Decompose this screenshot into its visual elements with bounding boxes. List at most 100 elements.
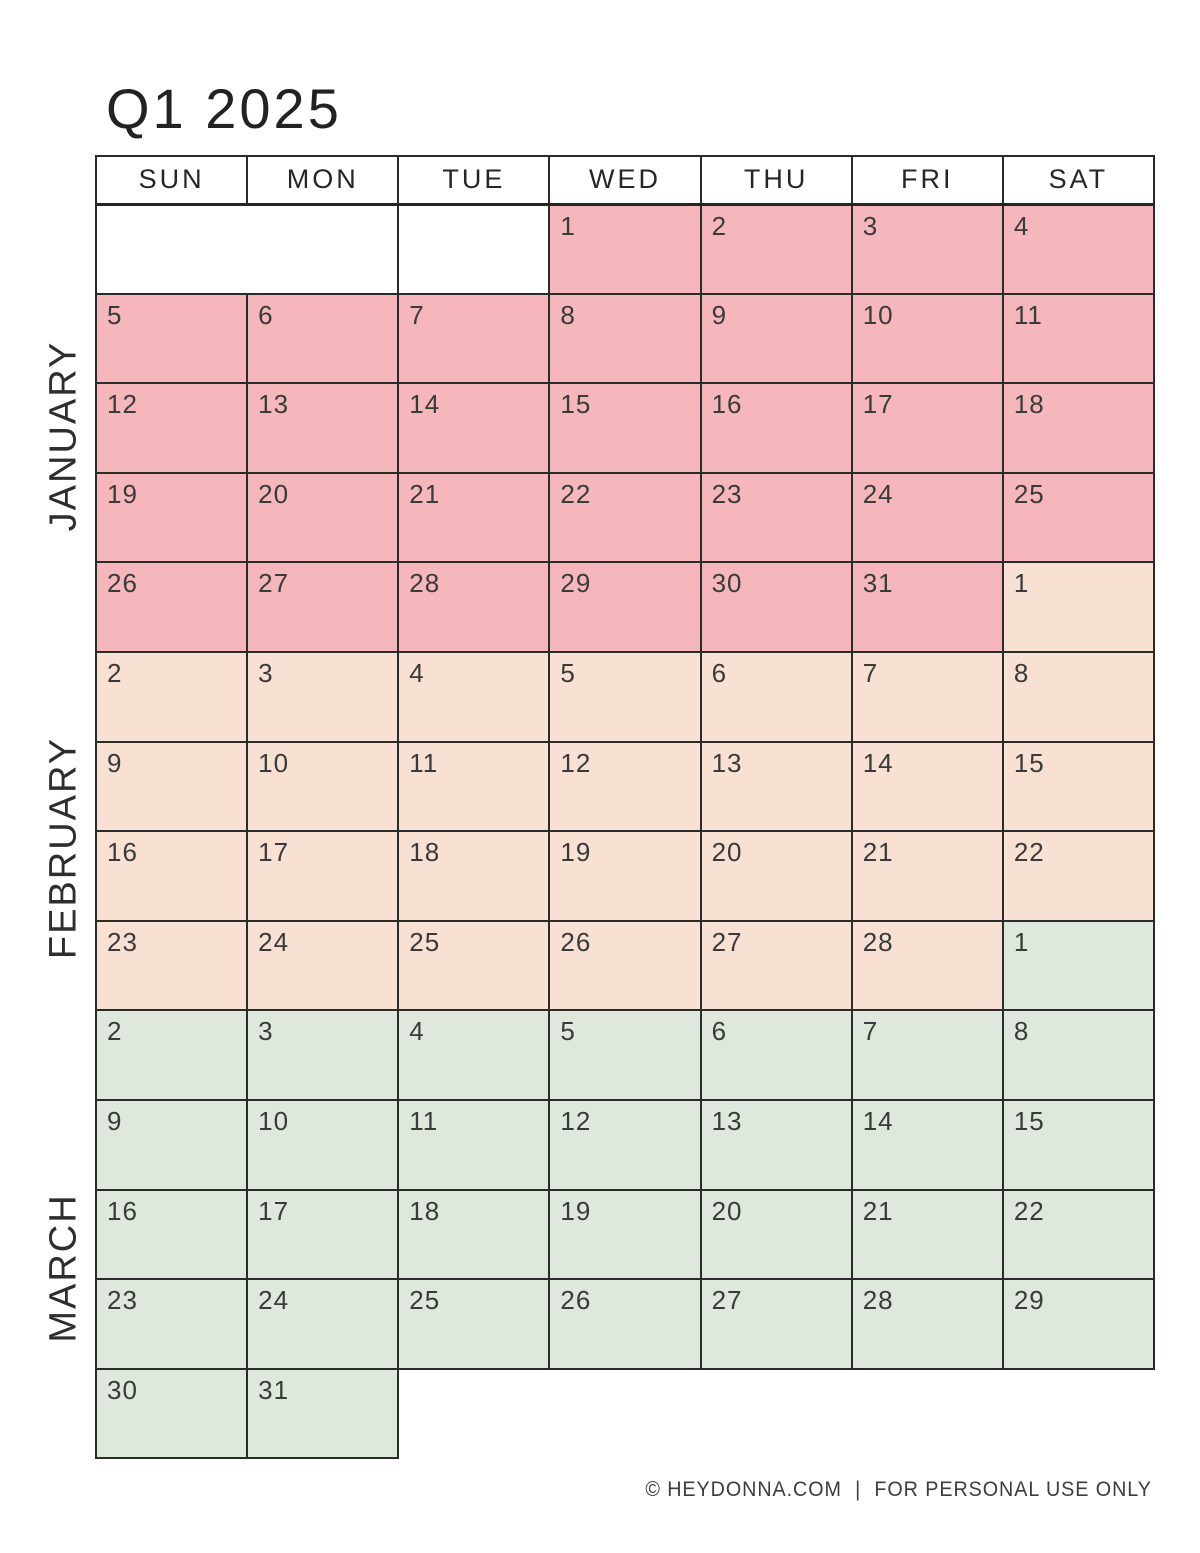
day-cell-feb-5: 5 <box>548 650 702 743</box>
day-cell-mar-13: 13 <box>699 1098 853 1191</box>
day-cell-jan-17: 17 <box>850 382 1004 474</box>
day-cell-feb-6: 6 <box>699 650 853 743</box>
month-label-january: JANUARY <box>42 340 85 532</box>
calendar-week-row: 23 24 25 26 27 28 29 <box>94 1278 1156 1370</box>
day-cell-mar-17: 17 <box>246 1188 400 1281</box>
day-cell-mar-15: 15 <box>1001 1098 1156 1191</box>
weekday-header-mon: MON <box>246 155 400 206</box>
day-cell-mar-29: 29 <box>1001 1278 1156 1370</box>
day-cell-mar-7: 7 <box>850 1009 1004 1101</box>
day-cell-mar-6: 6 <box>699 1009 853 1101</box>
day-cell-feb-14: 14 <box>850 740 1004 833</box>
day-cell-mar-20: 20 <box>699 1188 853 1281</box>
day-cell-jan-19: 19 <box>94 471 249 564</box>
day-cell-jan-7: 7 <box>397 292 551 385</box>
weekday-header-sun: SUN <box>94 155 249 206</box>
day-cell-jan-15: 15 <box>548 382 702 474</box>
day-cell-feb-7: 7 <box>850 650 1004 743</box>
day-cell-feb-9: 9 <box>94 740 249 833</box>
day-cell-feb-26: 26 <box>548 919 702 1012</box>
blank-cell <box>397 203 551 295</box>
day-cell-mar-26: 26 <box>548 1278 702 1370</box>
day-cell-jan-22: 22 <box>548 471 702 564</box>
day-cell-mar-4: 4 <box>397 1009 551 1101</box>
day-cell-mar-14: 14 <box>850 1098 1004 1191</box>
calendar-week-row: 5 6 7 8 9 10 11 <box>94 292 1156 385</box>
day-cell-mar-28: 28 <box>850 1278 1004 1370</box>
day-cell-mar-10: 10 <box>246 1098 400 1191</box>
day-cell-feb-17: 17 <box>246 830 400 922</box>
day-cell-feb-12: 12 <box>548 740 702 833</box>
day-cell-mar-12: 12 <box>548 1098 702 1191</box>
day-cell-mar-16: 16 <box>94 1188 249 1281</box>
day-cell-jan-16: 16 <box>699 382 853 474</box>
day-cell-feb-23: 23 <box>94 919 249 1012</box>
day-cell-feb-8: 8 <box>1001 650 1156 743</box>
day-cell-feb-15: 15 <box>1001 740 1156 833</box>
day-cell-mar-31: 31 <box>246 1367 400 1460</box>
ghost-cell <box>1002 1368 1154 1459</box>
day-cell-jan-14: 14 <box>397 382 551 474</box>
day-cell-feb-13: 13 <box>699 740 853 833</box>
day-cell-feb-27: 27 <box>699 919 853 1012</box>
ghost-cell <box>851 1368 1003 1459</box>
day-cell-jan-21: 21 <box>397 471 551 564</box>
calendar-week-row: 30 31 <box>94 1367 1154 1460</box>
day-cell-jan-3: 3 <box>850 203 1004 295</box>
day-cell-mar-1: 1 <box>1001 919 1156 1012</box>
day-cell-feb-19: 19 <box>548 830 702 922</box>
day-cell-mar-2: 2 <box>94 1009 249 1101</box>
day-cell-mar-19: 19 <box>548 1188 702 1281</box>
day-cell-jan-4: 4 <box>1001 203 1156 295</box>
day-cell-feb-4: 4 <box>397 650 551 743</box>
day-cell-jan-9: 9 <box>699 292 853 385</box>
day-cell-jan-25: 25 <box>1001 471 1156 564</box>
day-cell-mar-23: 23 <box>94 1278 249 1370</box>
day-cell-feb-2: 2 <box>94 650 249 743</box>
weekday-header-tue: TUE <box>397 155 551 206</box>
month-label-february: FEBRUARY <box>42 736 85 960</box>
day-cell-jan-27: 27 <box>246 561 400 653</box>
day-cell-jan-12: 12 <box>94 382 249 474</box>
day-cell-feb-10: 10 <box>246 740 400 833</box>
blank-cell <box>94 203 400 295</box>
day-cell-jan-31: 31 <box>850 561 1004 653</box>
day-cell-mar-25: 25 <box>397 1278 551 1370</box>
ghost-cell <box>398 1368 550 1459</box>
day-cell-jan-6: 6 <box>246 292 400 385</box>
day-cell-jan-11: 11 <box>1001 292 1156 385</box>
day-cell-jan-30: 30 <box>699 561 853 653</box>
month-label-march: MARCH <box>42 1193 85 1343</box>
day-cell-feb-22: 22 <box>1001 830 1156 922</box>
day-cell-feb-25: 25 <box>397 919 551 1012</box>
calendar-week-row: 9 10 11 12 13 14 15 <box>94 1098 1156 1191</box>
day-cell-jan-8: 8 <box>548 292 702 385</box>
day-cell-jan-23: 23 <box>699 471 853 564</box>
day-cell-mar-30: 30 <box>94 1367 249 1460</box>
ghost-cell <box>700 1368 852 1459</box>
day-cell-mar-9: 9 <box>94 1098 249 1191</box>
day-cell-feb-16: 16 <box>94 830 249 922</box>
day-cell-feb-11: 11 <box>397 740 551 833</box>
calendar-week-row: 12 13 14 15 16 17 18 <box>94 382 1156 474</box>
footer-credit: © HEYDONNA.COM | FOR PERSONAL USE ONLY <box>645 1478 1152 1502</box>
footer-separator: | <box>855 1478 862 1501</box>
day-cell-mar-11: 11 <box>397 1098 551 1191</box>
day-cell-jan-26: 26 <box>94 561 249 653</box>
day-cell-jan-5: 5 <box>94 292 249 385</box>
day-cell-jan-24: 24 <box>850 471 1004 564</box>
day-cell-jan-28: 28 <box>397 561 551 653</box>
day-cell-feb-20: 20 <box>699 830 853 922</box>
day-cell-feb-21: 21 <box>850 830 1004 922</box>
page-title: Q1 2025 <box>106 77 342 140</box>
day-cell-jan-1: 1 <box>548 203 702 295</box>
day-cell-mar-27: 27 <box>699 1278 853 1370</box>
day-cell-jan-20: 20 <box>246 471 400 564</box>
day-cell-jan-18: 18 <box>1001 382 1156 474</box>
day-cell-mar-21: 21 <box>850 1188 1004 1281</box>
day-cell-mar-22: 22 <box>1001 1188 1156 1281</box>
ghost-cell <box>549 1368 701 1459</box>
